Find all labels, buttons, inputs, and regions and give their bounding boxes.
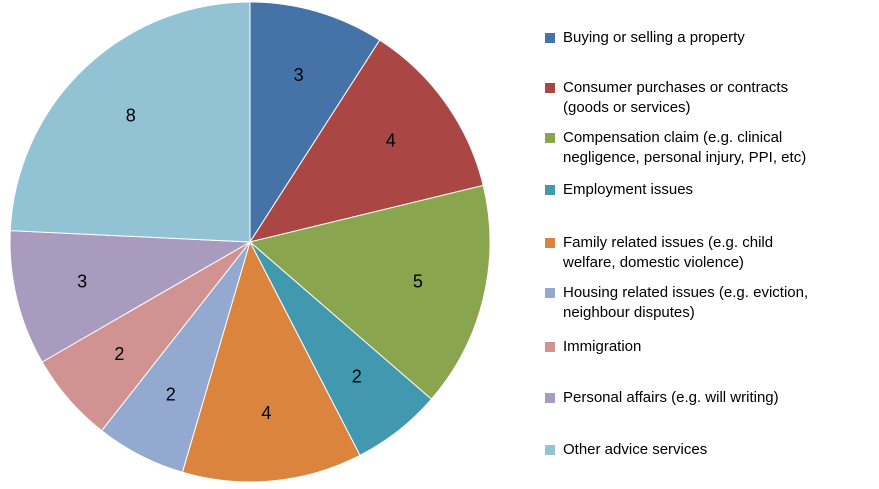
legend-swatch <box>545 133 555 143</box>
pie-slice <box>9 230 252 363</box>
data-label: 2 <box>352 367 362 387</box>
data-label: 4 <box>386 131 396 151</box>
legend-label: Buying or selling a property <box>563 29 745 46</box>
chart: 3 4 5 2 4 2 2 3 8 <box>9 1 491 483</box>
pie-slice <box>181 240 361 483</box>
data-label: 2 <box>114 344 124 364</box>
legend-label: Compensation claim (e.g. clinical neglig… <box>563 129 807 166</box>
data-label: 8 <box>126 106 136 126</box>
data-label: 3 <box>294 65 304 85</box>
legend-swatch <box>545 33 555 43</box>
legend-label: Personal affairs (e.g. will writing) <box>563 389 779 406</box>
legend-label: Family related issues (e.g. child welfar… <box>563 234 774 271</box>
data-label: 5 <box>413 271 423 291</box>
legend-swatch <box>545 288 555 298</box>
legend-swatch <box>545 83 555 93</box>
data-label: 3 <box>77 271 87 291</box>
legend-label: Consumer purchases or contracts (goods o… <box>563 79 789 116</box>
legend-swatch <box>545 238 555 248</box>
data-label: 4 <box>261 403 271 423</box>
pie-slice <box>248 184 491 400</box>
legend-label: Housing related issues (e.g. eviction, n… <box>563 284 809 321</box>
legend-label: Employment issues <box>563 181 694 198</box>
legend-label: Immigration <box>563 338 642 355</box>
legend-swatch <box>545 393 555 403</box>
legend-swatch <box>545 342 555 352</box>
legend-swatch <box>545 445 555 455</box>
pie-slice <box>249 1 381 244</box>
pie-slice <box>9 1 251 243</box>
legend-swatch <box>545 185 555 195</box>
legend-label: Other advice services <box>563 441 708 458</box>
data-label: 2 <box>166 384 176 404</box>
pie-slice <box>248 39 484 243</box>
